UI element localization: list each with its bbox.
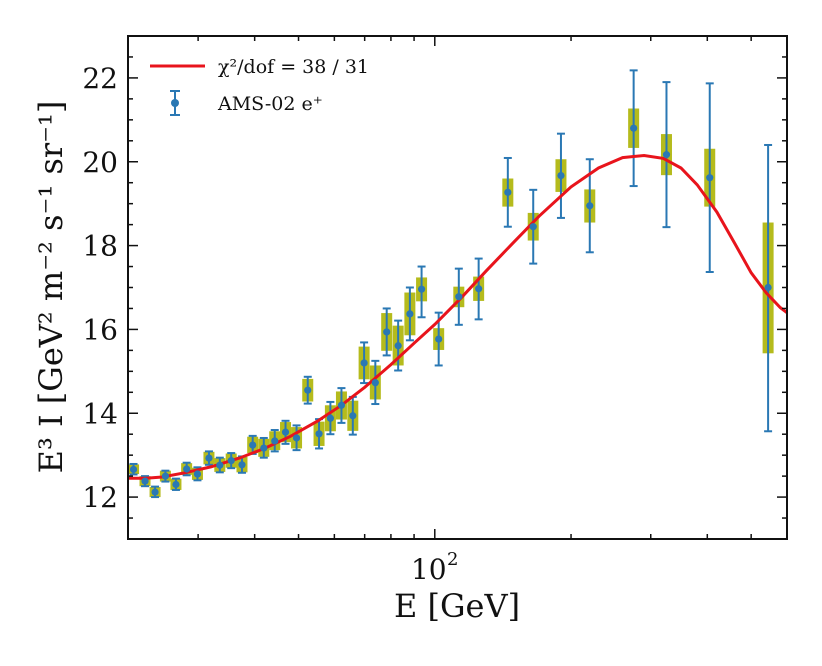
plot-frame	[127, 35, 788, 540]
data-point-15	[292, 434, 301, 442]
x-axis-title: E [GeV]	[394, 587, 520, 625]
data-point-21	[360, 359, 368, 367]
data-point-14	[281, 428, 290, 436]
data-point-28	[455, 293, 463, 301]
data-point-24	[394, 342, 402, 350]
fit-curve	[128, 153, 787, 480]
data-point-33	[586, 202, 594, 210]
x-tick-label-exponent: 2	[447, 549, 458, 570]
legend-data-label: AMS-02 e⁺	[217, 93, 323, 115]
data-point-29	[475, 285, 483, 293]
data-point-34	[630, 124, 638, 132]
data-point-18	[326, 414, 334, 422]
y-axis-title: E³ I [GeV² m⁻² s⁻¹ sr⁻¹]	[32, 101, 70, 474]
data-point-17	[315, 430, 323, 438]
y-tick-label-18: 18	[82, 230, 118, 263]
y-tick-label-14: 14	[82, 397, 118, 430]
x-tick-label-base: 10	[411, 553, 447, 586]
fit-curve-layer	[128, 153, 787, 480]
data-point-20	[349, 412, 357, 420]
data-point-36	[706, 174, 714, 182]
y-tick-label-12: 12	[82, 481, 118, 514]
y-tick-labels: 12 14 16 18 20 22	[82, 62, 118, 514]
error-bar-layer	[129, 69, 773, 499]
point-layer	[129, 124, 772, 496]
data-point-25	[406, 310, 414, 318]
data-point-37	[764, 283, 772, 292]
data-point-4	[172, 480, 180, 489]
data-point-23	[383, 328, 391, 336]
data-point-7	[205, 454, 213, 462]
data-point-26	[417, 285, 426, 293]
data-point-11	[249, 441, 257, 449]
data-point-0	[129, 465, 138, 474]
data-point-6	[193, 470, 202, 478]
data-point-27	[435, 335, 443, 343]
data-point-10	[238, 461, 246, 469]
data-point-1	[141, 477, 149, 485]
data-point-30	[504, 188, 512, 196]
data-point-9	[227, 457, 235, 465]
data-point-22	[371, 379, 379, 387]
data-point-13	[271, 437, 279, 445]
data-point-31	[529, 223, 537, 231]
data-point-5	[183, 465, 191, 473]
y-tick-label-20: 20	[82, 146, 118, 179]
y-tick-label-16: 16	[82, 313, 118, 346]
data-point-32	[557, 171, 565, 180]
data-point-3	[161, 472, 169, 480]
data-point-2	[151, 488, 159, 496]
data-point-19	[337, 401, 346, 409]
y-tick-label-22: 22	[82, 62, 118, 95]
legend-fit-label: χ²/dof = 38 / 31	[218, 56, 369, 78]
x-tick-labels: 10 2	[411, 549, 459, 586]
data-point-8	[216, 461, 224, 469]
data-point-35	[662, 151, 671, 159]
legend-data-marker	[171, 99, 179, 107]
data-point-12	[260, 444, 268, 452]
legend: χ²/dof = 38 / 31 AMS-02 e⁺	[150, 56, 369, 116]
data-point-16	[304, 386, 312, 394]
